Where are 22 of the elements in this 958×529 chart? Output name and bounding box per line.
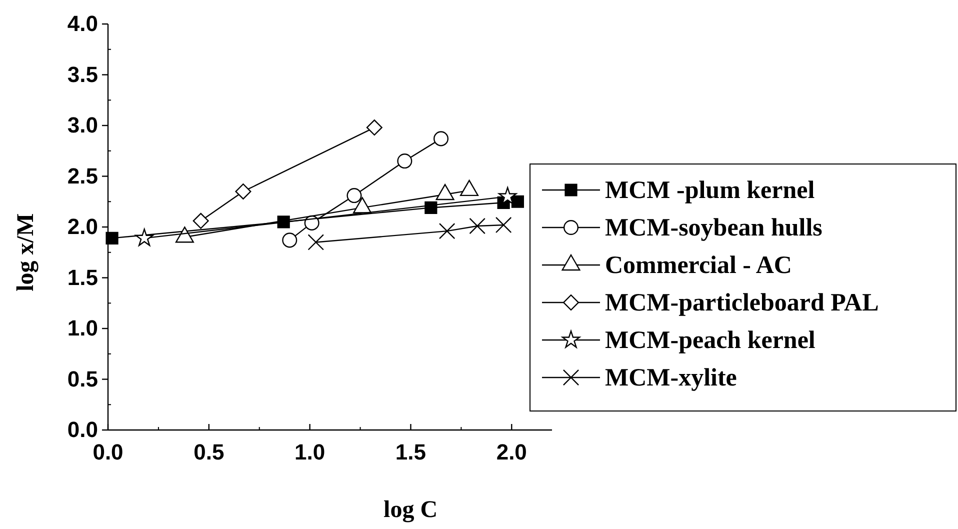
x-axis-title: log C [384,497,438,523]
y-tick-label: 2.0 [67,214,98,240]
y-tick-label: 0.0 [67,417,98,442]
y-tick-label: 0.5 [67,366,98,392]
y-tick-label: 3.0 [67,112,98,138]
x-tick-label: 0.5 [194,440,224,465]
y-tick-label: 4.0 [67,11,98,36]
y-tick-label: 1.5 [67,264,98,290]
x-tick-label: 2.0 [496,440,527,465]
legend-label: MCM-soybean hulls [605,214,823,242]
x-tick-label: 1.5 [395,440,426,465]
legend-label: MCM-peach kernel [605,327,816,354]
x-tick-label: 0.0 [92,440,124,465]
y-tick-label: 3.5 [67,62,98,87]
legend-label: Commercial - AC [605,252,792,279]
legend-label: MCM-particleboard PAL [605,290,879,316]
legend-label: MCM-xylite [605,364,737,392]
legend-label: MCM -plum kernel [605,177,815,204]
y-tick-label: 1.0 [67,316,98,341]
x-tick-label: 1.0 [294,440,326,465]
y-tick-label: 2.5 [67,163,98,188]
y-axis-title: log x/M [13,213,39,292]
